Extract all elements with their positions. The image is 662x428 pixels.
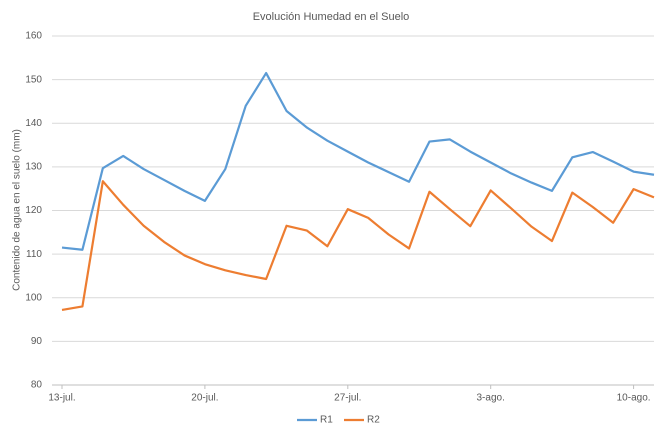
legend-label: R1 <box>320 415 333 426</box>
x-tick-label: 27-jul. <box>334 393 361 404</box>
y-tick-label: 150 <box>25 74 42 85</box>
x-tick-label: 10-ago. <box>617 393 651 404</box>
legend-label: R2 <box>367 415 380 426</box>
y-tick-label: 100 <box>25 292 42 303</box>
y-tick-label: 80 <box>31 380 43 391</box>
data-line <box>61 71 655 251</box>
y-axis-title: Contenido de agua en el suelo (mm) <box>12 129 23 291</box>
y-tick-label: 130 <box>25 162 42 173</box>
data-line <box>61 180 655 312</box>
x-tick-label: 3-ago. <box>477 393 505 404</box>
y-tick-label: 110 <box>26 249 42 260</box>
y-tick-label: 120 <box>25 205 42 216</box>
chart-title: Evolución Humedad en el Suelo <box>253 11 410 23</box>
x-tick-label: 13-jul. <box>48 393 75 404</box>
y-tick-label: 160 <box>25 31 42 42</box>
y-tick-label: 90 <box>31 336 43 347</box>
x-tick-label: 20-jul. <box>191 393 218 404</box>
y-tick-label: 140 <box>25 118 42 129</box>
